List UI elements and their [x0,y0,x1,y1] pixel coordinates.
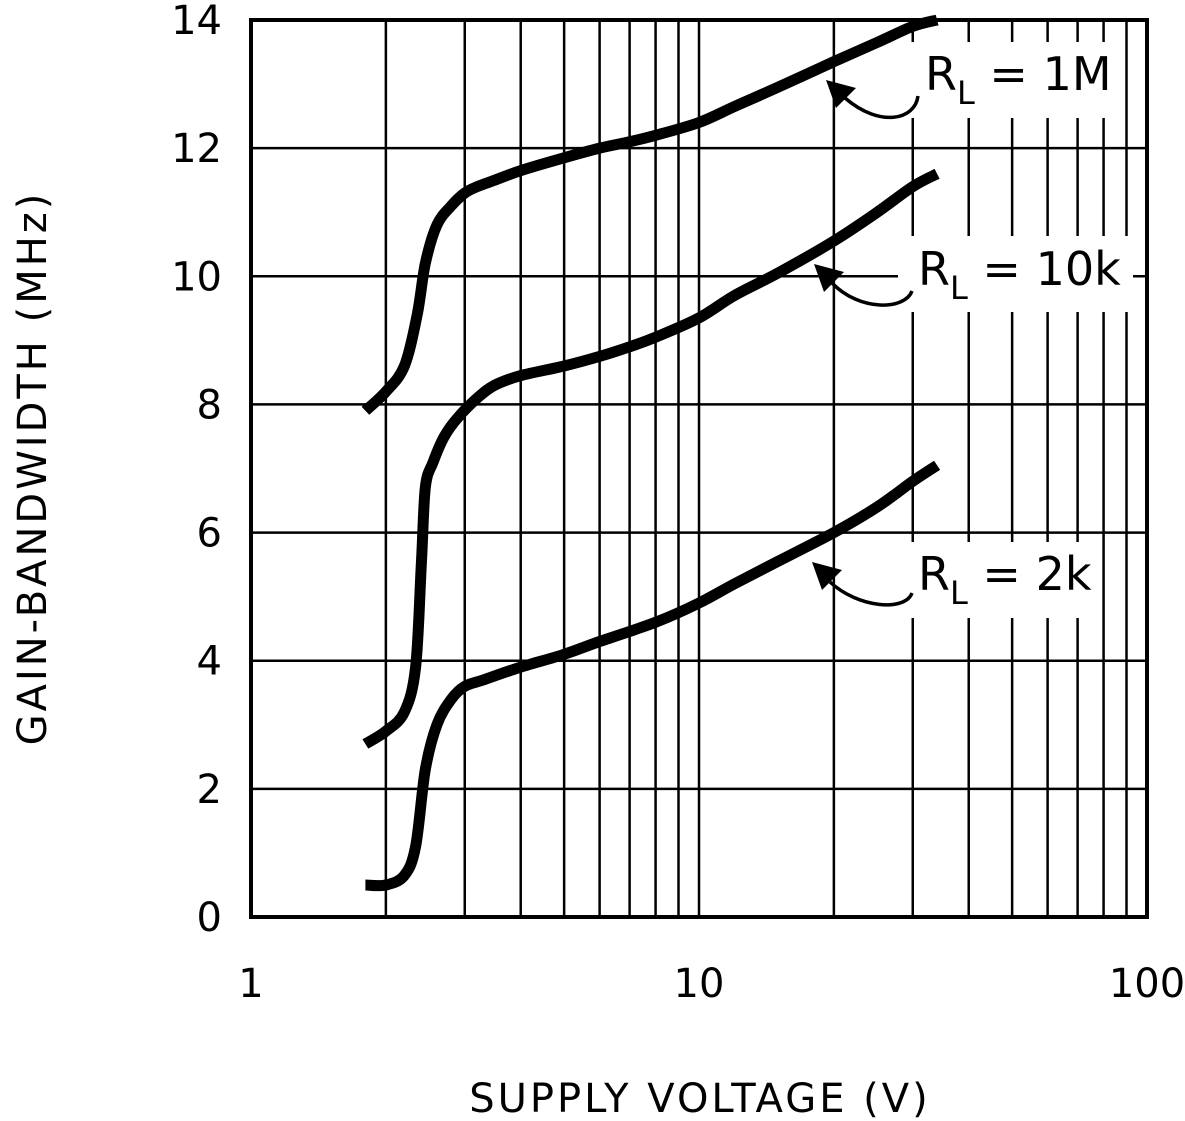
label-value: = 2k [968,547,1092,601]
label-background [898,542,1098,618]
leader-line [843,95,920,120]
label-rl-1m: RL = 1M [925,47,1112,112]
x-tick-label: 1 [238,961,263,1007]
arrowhead [826,80,856,108]
label-subscript: L [957,74,975,112]
label-value: = 10k [968,242,1121,296]
label-main: R [918,547,950,601]
leader-line [828,580,914,607]
label-rl-10k: RL = 10k [918,242,1121,307]
label-main: R [925,47,957,101]
plot-frame [249,18,1149,919]
x-axis-title: SUPPLY VOLTAGE (V) [469,1076,931,1121]
label-background [898,236,1133,312]
label-value: = 1M [975,47,1112,101]
y-tick-label: 4 [197,639,222,685]
series-line-rl-10k [362,168,940,749]
arrowhead [812,562,842,590]
x-tick-labels: 1 10 100 [238,961,1185,1007]
y-tick-label: 10 [171,254,222,300]
label-rl-2k: RL = 2k [918,547,1092,612]
y-tick-label: 8 [197,382,222,428]
y-axis-title: GAIN-BANDWIDTH (MHz) [10,191,56,746]
y-tick-label: 14 [171,0,222,44]
y-tick-label: 2 [197,767,222,813]
x-tick-label: 100 [1109,961,1185,1007]
x-tick-label: 10 [674,961,725,1007]
y-tick-label: 0 [197,895,222,941]
label-main: R [918,242,950,296]
y-tick-label: 12 [171,126,222,172]
series-line-rl-2k [365,460,941,892]
arrowhead [814,264,844,292]
y-tick-label: 6 [197,511,222,557]
grid [251,18,1147,919]
label-subscript: L [950,269,968,307]
leader-line [830,281,914,307]
y-tick-labels: 0 2 4 6 8 10 12 14 [171,0,222,941]
label-subscript: L [950,574,968,612]
label-background [905,42,1120,118]
series-line-rl-1m [361,14,939,415]
series-group [361,14,941,892]
